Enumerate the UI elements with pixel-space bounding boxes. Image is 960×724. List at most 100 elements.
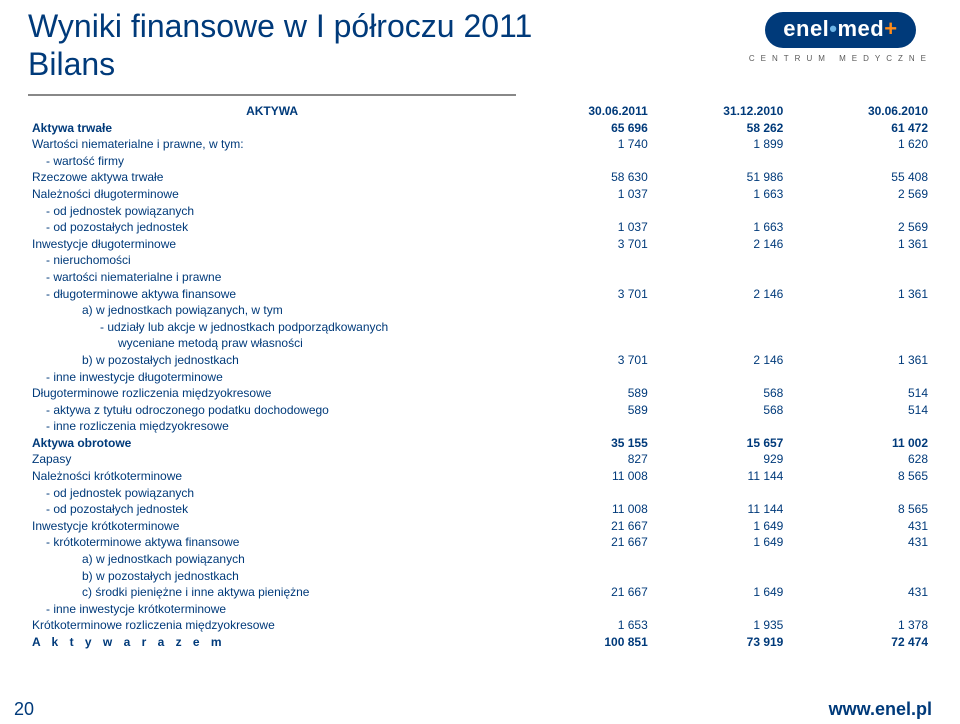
row-value: [787, 485, 932, 502]
slide-title: Wyniki finansowe w I półroczu 2011 Bilan…: [28, 8, 532, 84]
row-label: Inwestycje krótkoterminowe: [28, 518, 516, 535]
row-value: [787, 336, 932, 353]
table-row: - długoterminowe aktywa finansowe3 7012 …: [28, 286, 932, 303]
row-value: [652, 269, 788, 286]
table-row: - od pozostałych jednostek1 0371 6632 56…: [28, 220, 932, 237]
row-value: 1 935: [652, 618, 788, 635]
table-row: c) środki pieniężne i inne aktywa pienię…: [28, 585, 932, 602]
col-header-3: 30.06.2010: [787, 104, 932, 121]
row-label: wyceniane metodą praw własności: [28, 336, 516, 353]
balance-table-wrap: AKTYWA 30.06.2011 31.12.2010 30.06.2010 …: [28, 104, 932, 652]
col-header-1: 30.06.2011: [516, 104, 652, 121]
table-row: - krótkoterminowe aktywa finansowe21 667…: [28, 535, 932, 552]
row-label: - wartości niematerialne i prawne: [28, 269, 516, 286]
row-label: - od jednostek powiązanych: [28, 203, 516, 220]
row-value: [652, 319, 788, 336]
row-value: [516, 568, 652, 585]
row-label: - krótkoterminowe aktywa finansowe: [28, 535, 516, 552]
row-value: 431: [787, 518, 932, 535]
slide-root: Wyniki finansowe w I półroczu 2011 Bilan…: [0, 0, 960, 724]
row-value: 514: [787, 402, 932, 419]
row-value: [652, 485, 788, 502]
row-value: [652, 303, 788, 320]
row-value: 73 919: [652, 635, 788, 652]
row-value: [787, 269, 932, 286]
row-value: 568: [652, 386, 788, 403]
row-value: 11 008: [516, 469, 652, 486]
row-label: Należności długoterminowe: [28, 186, 516, 203]
row-value: [516, 319, 652, 336]
row-value: 1 037: [516, 186, 652, 203]
table-row: Inwestycje długoterminowe3 7012 1461 361: [28, 236, 932, 253]
table-row: a) w jednostkach powiązanych: [28, 552, 932, 569]
table-row: Należności długoterminowe1 0371 6632 569: [28, 186, 932, 203]
row-value: 2 146: [652, 236, 788, 253]
row-value: [516, 303, 652, 320]
row-label: - inne inwestycje krótkoterminowe: [28, 601, 516, 618]
logo-subtitle: CENTRUM MEDYCZNE: [749, 54, 932, 63]
table-row: Wartości niematerialne i prawne, w tym:1…: [28, 137, 932, 154]
row-value: 2 146: [652, 352, 788, 369]
table-row: Aktywa obrotowe35 15515 65711 002: [28, 435, 932, 452]
row-value: 431: [787, 585, 932, 602]
table-row: - od jednostek powiązanych: [28, 203, 932, 220]
row-value: [787, 203, 932, 220]
row-value: 431: [787, 535, 932, 552]
row-value: 3 701: [516, 286, 652, 303]
table-row: Aktywa trwałe65 69658 26261 472: [28, 120, 932, 137]
row-value: [787, 319, 932, 336]
balance-table: AKTYWA 30.06.2011 31.12.2010 30.06.2010 …: [28, 104, 932, 652]
row-value: [516, 269, 652, 286]
col-header-2: 31.12.2010: [652, 104, 788, 121]
table-row: A k t y w a r a z e m100 85173 91972 474: [28, 635, 932, 652]
row-value: [787, 601, 932, 618]
row-value: [787, 419, 932, 436]
table-row: Długoterminowe rozliczenia międzyokresow…: [28, 386, 932, 403]
row-value: 1 663: [652, 220, 788, 237]
row-value: [652, 336, 788, 353]
table-row: - od jednostek powiązanych: [28, 485, 932, 502]
row-value: [652, 419, 788, 436]
row-label: c) środki pieniężne i inne aktywa pienię…: [28, 585, 516, 602]
row-value: 1 663: [652, 186, 788, 203]
row-label: Inwestycje długoterminowe: [28, 236, 516, 253]
row-value: 1 649: [652, 518, 788, 535]
page-number: 20: [14, 699, 34, 720]
table-row: - inne rozliczenia międzyokresowe: [28, 419, 932, 436]
row-value: [516, 336, 652, 353]
table-header-row: AKTYWA 30.06.2011 31.12.2010 30.06.2010: [28, 104, 932, 121]
table-row: - udziały lub akcje w jednostkach podpor…: [28, 319, 932, 336]
logo-pill: enel•med+: [765, 12, 915, 48]
row-value: 589: [516, 386, 652, 403]
row-value: 21 667: [516, 518, 652, 535]
row-value: 1 653: [516, 618, 652, 635]
row-value: [652, 253, 788, 270]
table-row: - od pozostałych jednostek11 00811 1448 …: [28, 502, 932, 519]
row-value: 61 472: [787, 120, 932, 137]
row-label: Aktywa trwałe: [28, 120, 516, 137]
row-label: Zapasy: [28, 452, 516, 469]
row-label: Rzeczowe aktywa trwałe: [28, 170, 516, 187]
row-label: a) w jednostkach powiązanych: [28, 552, 516, 569]
table-row: b) w pozostałych jednostkach3 7012 1461 …: [28, 352, 932, 369]
row-label: Długoterminowe rozliczenia międzyokresow…: [28, 386, 516, 403]
row-label: a) w jednostkach powiązanych, w tym: [28, 303, 516, 320]
logo: enel•med+ CENTRUM MEDYCZNE: [749, 12, 932, 63]
row-value: 11 008: [516, 502, 652, 519]
row-value: 2 569: [787, 220, 932, 237]
row-value: 65 696: [516, 120, 652, 137]
row-value: 514: [787, 386, 932, 403]
row-value: 1 740: [516, 137, 652, 154]
row-value: 1 361: [787, 286, 932, 303]
row-label: b) w pozostałych jednostkach: [28, 568, 516, 585]
table-row: - nieruchomości: [28, 253, 932, 270]
row-value: 2 146: [652, 286, 788, 303]
row-value: 35 155: [516, 435, 652, 452]
row-value: 1 620: [787, 137, 932, 154]
row-value: 21 667: [516, 535, 652, 552]
table-row: Inwestycje krótkoterminowe21 6671 649431: [28, 518, 932, 535]
row-value: 21 667: [516, 585, 652, 602]
title-line-2: Bilans: [28, 46, 532, 84]
row-value: 589: [516, 402, 652, 419]
footer-url: www.enel.pl: [829, 699, 932, 720]
